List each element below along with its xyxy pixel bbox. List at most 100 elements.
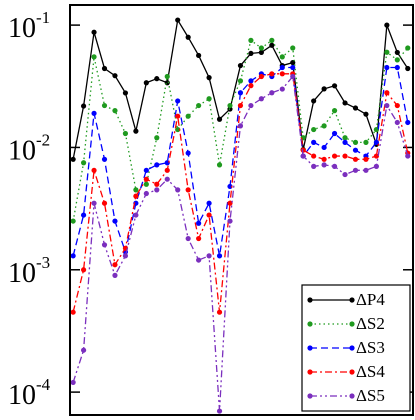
data-point xyxy=(101,156,108,162)
data-point xyxy=(112,272,118,278)
y-tick-label: 10-3 xyxy=(8,253,50,290)
data-point xyxy=(321,86,327,92)
legend-marker xyxy=(307,345,313,351)
data-point xyxy=(248,83,254,89)
data-point xyxy=(290,64,296,71)
data-point xyxy=(311,126,317,133)
data-point xyxy=(216,309,223,315)
series-line xyxy=(72,66,409,256)
data-point xyxy=(331,153,338,159)
data-point xyxy=(237,62,244,69)
data-point xyxy=(143,190,149,197)
legend-label: ΔP4 xyxy=(356,290,385,309)
data-point xyxy=(321,162,327,168)
data-point xyxy=(352,147,359,153)
series-line xyxy=(72,74,409,412)
data-point xyxy=(384,22,390,28)
data-point xyxy=(237,123,244,129)
y-tick-exponent: -1 xyxy=(36,8,50,27)
data-point xyxy=(321,144,327,151)
data-point xyxy=(352,167,359,173)
data-point xyxy=(342,153,348,159)
data-point xyxy=(279,71,285,77)
y-tick-exponent: -2 xyxy=(36,130,50,149)
data-point xyxy=(101,102,108,109)
legend-marker xyxy=(307,321,313,327)
data-point xyxy=(321,156,327,162)
data-point xyxy=(206,96,212,102)
data-point xyxy=(290,73,296,80)
y-tick-exponent: -3 xyxy=(36,253,50,272)
data-point xyxy=(206,75,212,81)
data-point xyxy=(101,65,108,72)
data-point xyxy=(248,102,254,109)
data-point xyxy=(227,102,233,109)
data-point xyxy=(405,153,411,159)
data-point xyxy=(185,187,191,193)
data-point xyxy=(196,220,202,226)
data-point xyxy=(154,181,160,187)
data-point xyxy=(175,113,181,119)
data-point xyxy=(80,267,87,273)
legend-marker xyxy=(307,297,313,303)
data-point xyxy=(394,57,400,63)
y-tick-base: 10 xyxy=(8,258,36,289)
data-point xyxy=(70,379,76,386)
data-point xyxy=(80,160,87,166)
plot-frame xyxy=(69,4,414,416)
data-point xyxy=(269,90,275,96)
data-point xyxy=(133,193,139,199)
data-point xyxy=(352,105,359,111)
data-point xyxy=(227,218,233,224)
data-point xyxy=(352,156,359,162)
data-point xyxy=(164,176,170,182)
data-point xyxy=(331,163,338,169)
data-point xyxy=(248,37,254,43)
data-point xyxy=(269,42,275,48)
data-point xyxy=(154,76,160,82)
data-point xyxy=(405,45,411,51)
data-point xyxy=(154,187,160,193)
data-point xyxy=(311,98,317,104)
y-tick-label: 10-2 xyxy=(8,130,50,167)
data-point xyxy=(394,119,400,126)
data-point xyxy=(133,128,139,134)
data-point xyxy=(70,309,76,315)
data-point xyxy=(311,153,317,159)
data-point xyxy=(206,212,212,218)
data-point xyxy=(279,64,285,71)
data-point xyxy=(91,29,97,35)
data-point xyxy=(154,162,160,168)
data-point xyxy=(175,126,181,133)
data-point xyxy=(196,102,202,109)
legend-marker xyxy=(349,345,355,351)
data-point xyxy=(258,96,264,102)
data-point xyxy=(342,135,348,141)
data-point xyxy=(258,49,264,56)
data-point xyxy=(143,80,149,86)
data-point xyxy=(133,212,139,218)
data-point xyxy=(373,153,379,159)
data-point xyxy=(80,103,87,109)
data-point xyxy=(143,181,149,187)
data-point xyxy=(373,163,379,169)
data-point xyxy=(394,102,400,109)
data-point xyxy=(143,167,149,173)
series-line xyxy=(72,18,409,160)
data-point xyxy=(185,113,191,119)
data-point xyxy=(216,116,223,122)
data-point xyxy=(164,73,170,80)
legend-marker xyxy=(349,369,355,375)
data-point xyxy=(101,242,108,248)
data-point xyxy=(175,17,181,23)
data-point xyxy=(227,200,233,206)
data-point xyxy=(122,90,129,96)
data-point xyxy=(331,83,338,89)
legend-marker xyxy=(349,393,355,399)
data-point xyxy=(227,183,233,190)
data-point xyxy=(112,73,118,79)
legend-marker xyxy=(307,369,313,375)
data-point xyxy=(290,45,296,51)
data-point xyxy=(122,253,129,259)
